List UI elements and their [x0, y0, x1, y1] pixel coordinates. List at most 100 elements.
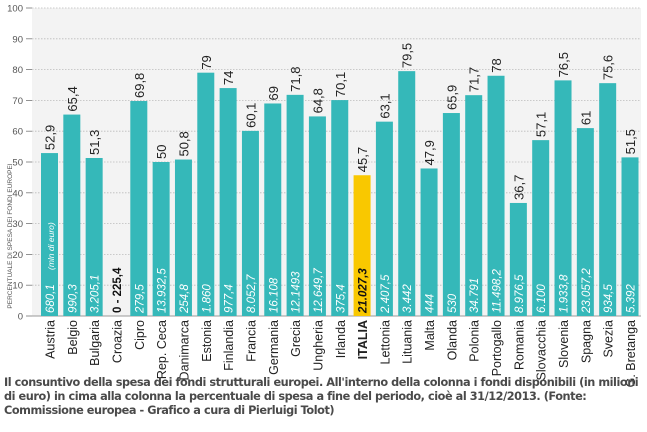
y-tick-label: 40: [12, 188, 23, 199]
y-tick-label: 60: [12, 127, 23, 138]
funds-label: 1.933,8: [559, 274, 571, 313]
y-tick-label: 20: [12, 250, 23, 261]
funds-label: 680,1: [45, 284, 57, 313]
category-label: Slovenia: [557, 320, 571, 368]
funds-unit-note: (mln di euro): [46, 222, 56, 270]
value-label: 64,8: [310, 88, 325, 113]
category-label: Romania: [512, 320, 526, 370]
value-label: 71,8: [288, 67, 303, 92]
bar: [576, 128, 594, 316]
category-label: Grecia: [289, 320, 303, 357]
y-axis-label: PERCENTUALE DI SPESA DEI FONDI EUROPEI: [7, 163, 14, 308]
category-label: Lituania: [401, 320, 415, 364]
category-label: Finlandia: [222, 320, 236, 371]
value-label: 76,5: [556, 52, 571, 77]
value-label: 74: [221, 71, 236, 85]
value-label: 65,4: [65, 86, 80, 111]
value-label: 65,9: [444, 85, 459, 110]
value-label: 63,1: [377, 93, 392, 118]
funds-label: 16.108: [268, 277, 280, 313]
funds-label: 11.498,2: [492, 268, 504, 313]
funds-label: 13.932,5: [157, 268, 169, 313]
funds-label: 934,5: [603, 284, 615, 313]
bar: [152, 162, 170, 316]
value-label: 47,9: [422, 140, 437, 165]
bar: [63, 114, 81, 317]
value-label: 50,8: [176, 131, 191, 156]
value-label: 70,1: [333, 72, 348, 97]
bar: [509, 202, 527, 316]
category-label: Svezia: [602, 320, 616, 358]
funds-label: 8.052,7: [246, 274, 258, 313]
bar: [130, 101, 148, 317]
category-label: Danimarca: [177, 320, 191, 380]
category-label: Polonia: [468, 320, 482, 362]
category-label: Croazia: [110, 320, 124, 363]
value-label: 79: [199, 55, 214, 69]
category-label: Slovacchia: [535, 320, 549, 380]
funds-label: 3.205,1: [90, 275, 102, 313]
y-tick-label: 0: [18, 312, 23, 323]
category-label: Francia: [244, 320, 258, 362]
funds-label: 21.027,3: [358, 268, 370, 314]
bar: [197, 72, 215, 317]
y-tick-label: 10: [12, 281, 23, 292]
value-label: 36,7: [511, 175, 526, 200]
funds-label: 254,8: [179, 284, 191, 314]
value-label: 69: [266, 86, 281, 100]
funds-label: 279,5: [134, 284, 146, 314]
category-label: Malta: [423, 320, 437, 351]
bar: [308, 116, 326, 316]
category-label: Ungheria: [311, 320, 325, 371]
funds-label: 1.860: [201, 284, 213, 313]
bar: [85, 157, 103, 316]
funds-label: 444: [425, 294, 437, 313]
funds-label: 12.649,7: [313, 268, 325, 313]
bar: [264, 103, 282, 316]
bar: [286, 94, 304, 316]
funds-label: 0 - 225,4: [112, 267, 124, 313]
y-tick-label: 70: [12, 96, 23, 107]
value-label: 51,3: [87, 130, 102, 155]
bar: [621, 157, 639, 316]
bar: [442, 113, 460, 316]
y-tick-label: 50: [12, 158, 23, 169]
category-label: Olanda: [445, 320, 459, 360]
bar: [174, 159, 192, 316]
funds-label: 3.442: [402, 284, 414, 313]
category-label: G. Bretanga: [624, 320, 638, 387]
value-label: 51,5: [623, 129, 638, 154]
value-label: 60,1: [243, 103, 258, 128]
bar: [599, 83, 617, 316]
category-label: Cipro: [133, 320, 147, 350]
caption: Il consuntivo della spesa dei fondi stru…: [4, 376, 639, 417]
category-label: Irlanda: [334, 320, 348, 358]
category-label: Portogallo: [490, 320, 504, 376]
value-label: 71,7: [467, 67, 482, 92]
category-label: Bulgaria: [88, 320, 102, 366]
bar: [398, 71, 416, 316]
value-label: 52,9: [43, 125, 58, 150]
value-label: 50: [154, 145, 169, 159]
bar: [241, 130, 259, 316]
category-label: Austria: [44, 320, 58, 359]
bar: [420, 168, 438, 316]
category-label: Germania: [267, 320, 281, 375]
bar: [554, 80, 572, 316]
bar: [353, 175, 371, 316]
value-label: 79,5: [400, 43, 415, 68]
funds-label: 977,4: [224, 284, 236, 313]
bar: [331, 100, 349, 316]
bar: [219, 88, 237, 316]
bar: [41, 153, 58, 316]
funds-label: 6.100: [536, 284, 548, 313]
category-label: Estonia: [200, 320, 214, 362]
funds-label: 34.791: [469, 278, 481, 313]
value-label: 57,1: [534, 112, 549, 137]
y-tick-label: 80: [12, 65, 23, 76]
y-tick-label: 30: [12, 219, 23, 230]
funds-label: 23.057,2: [581, 268, 593, 314]
funds-label: 530: [447, 293, 459, 313]
funds-label: 375,4: [335, 284, 347, 313]
